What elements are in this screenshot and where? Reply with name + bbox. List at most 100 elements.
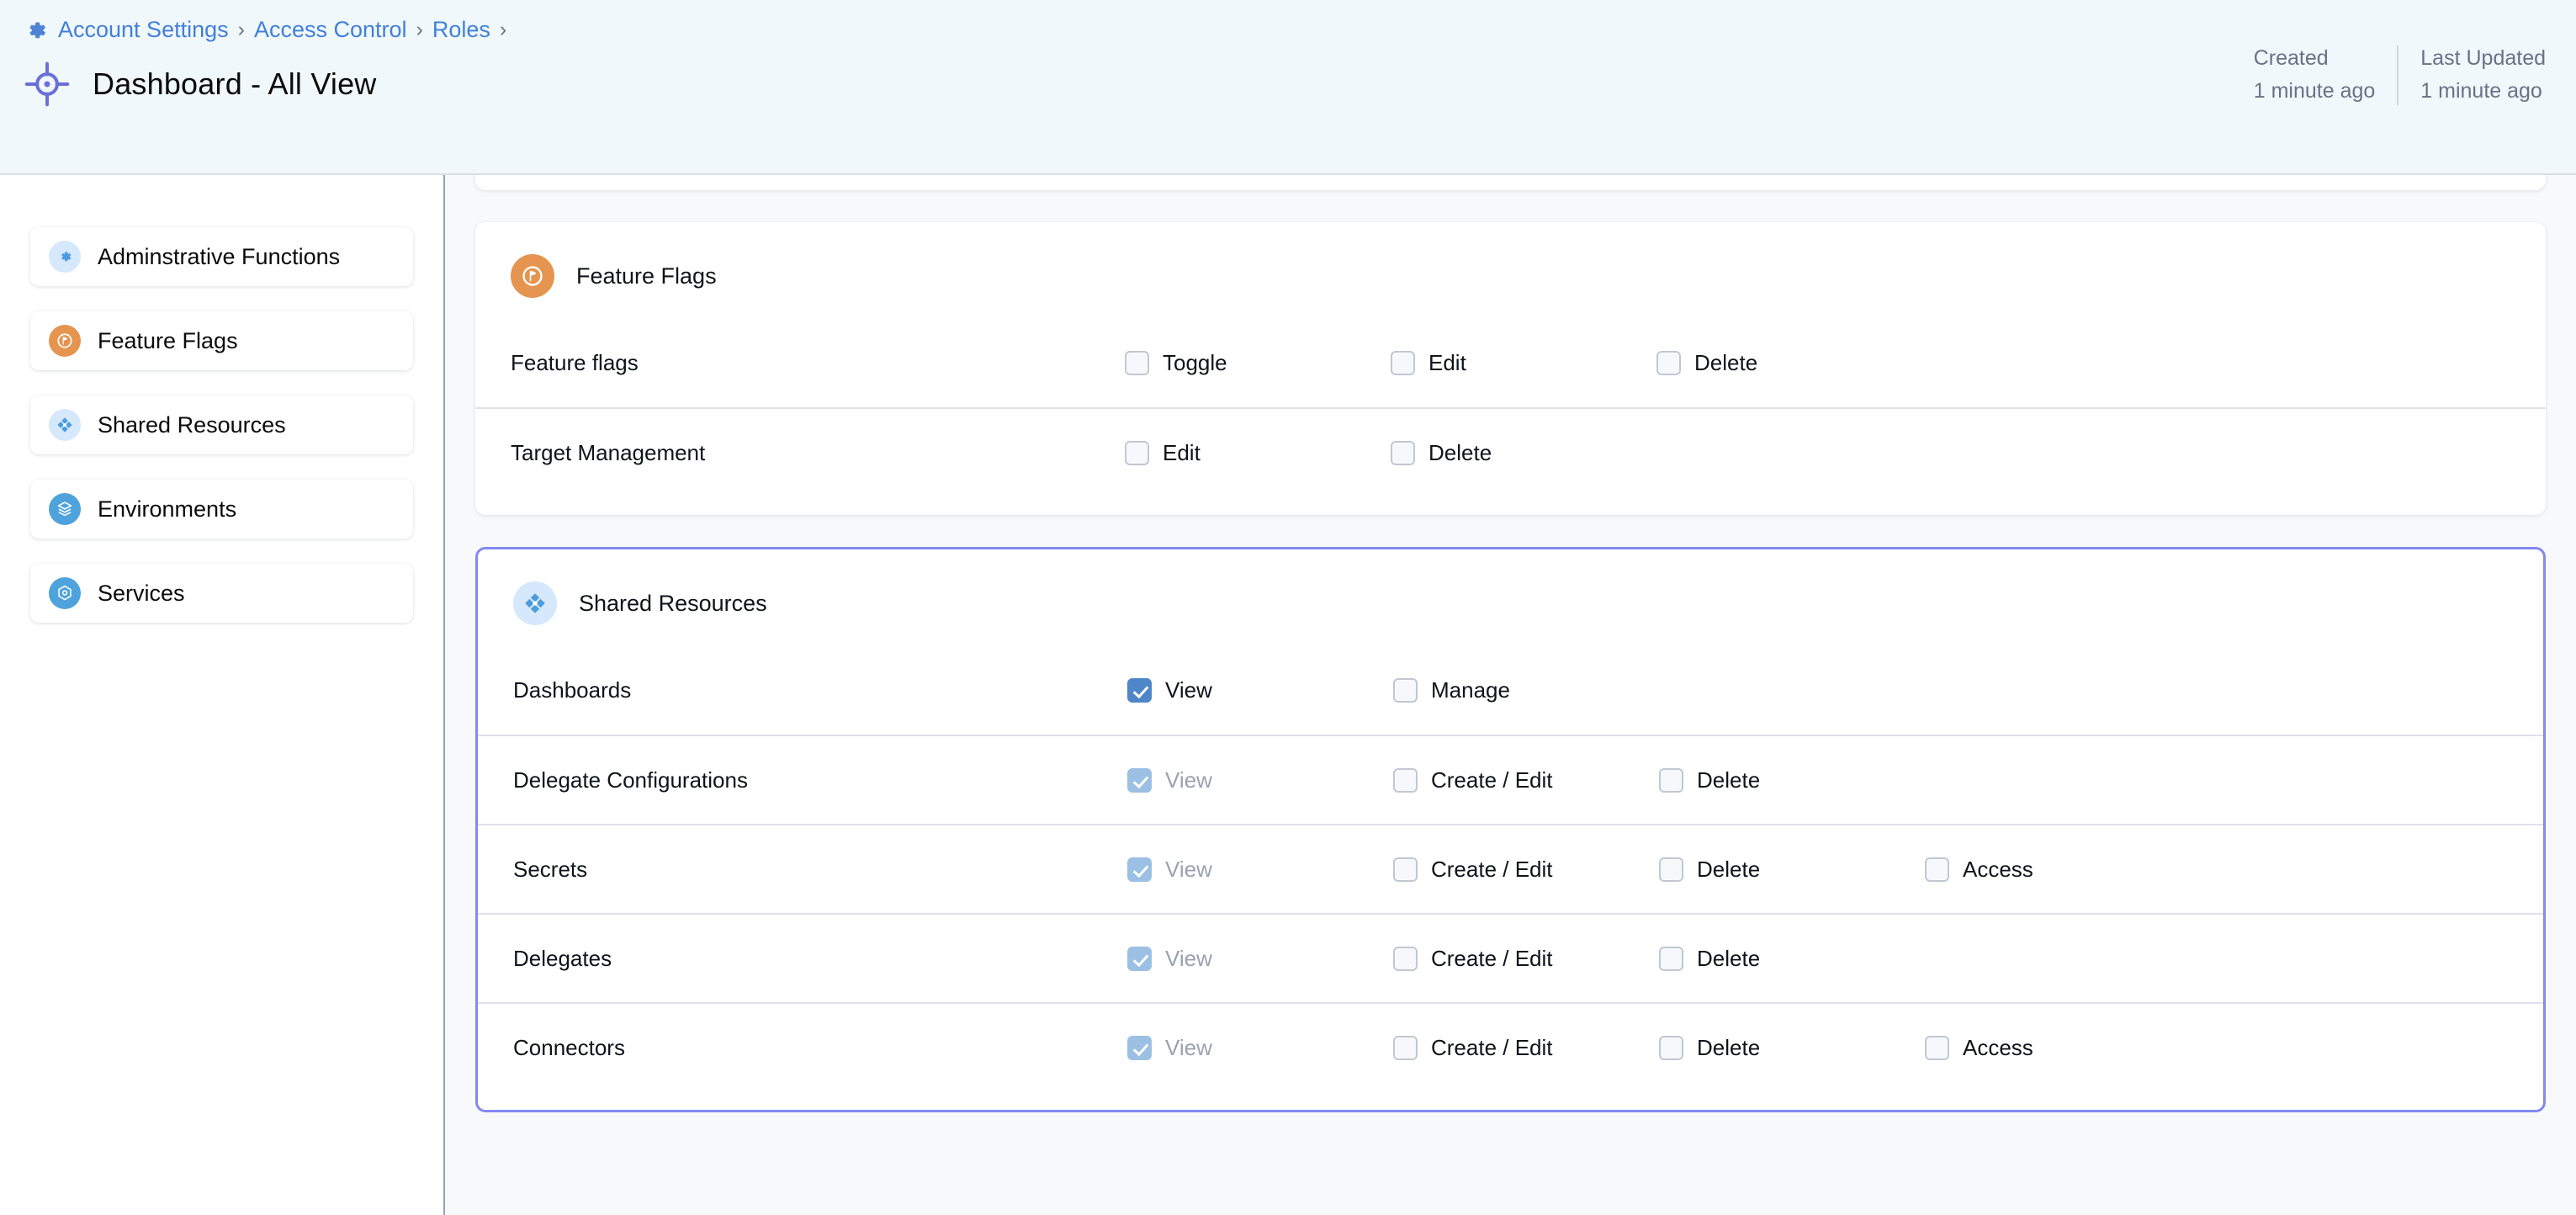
permission-cell: Edit <box>1391 350 1656 376</box>
permission-row: Dashboards View Manage <box>478 645 2543 735</box>
permission-columns: Edit Delete <box>1125 440 2510 466</box>
sidebar-item-environments[interactable]: Environments <box>30 480 413 539</box>
partial-card-above <box>475 175 2546 190</box>
checkbox-edit[interactable] <box>1125 440 1149 465</box>
breadcrumb-item-access-control[interactable]: Access Control <box>253 17 407 42</box>
permission-row: Secrets View Create / Edit Delete Access <box>478 824 2543 913</box>
body-wrap: Adminstrative Functions Feature Flags Shar… <box>0 175 2576 1215</box>
permission-cell: View <box>1127 767 1393 793</box>
flag-icon <box>511 254 554 298</box>
permission-columns: View Create / Edit Delete Access <box>1127 1035 2508 1061</box>
page-title-row: Dashboard - All View <box>24 61 377 108</box>
crosshair-target-icon <box>24 61 71 108</box>
checkbox-delete[interactable] <box>1391 440 1415 465</box>
checkbox-create-edit[interactable] <box>1393 1035 1418 1060</box>
breadcrumb-item-roles[interactable]: Roles <box>432 17 490 42</box>
sidebar-item-label: Services <box>98 580 185 606</box>
checkbox-label: Delete <box>1697 856 1761 882</box>
permission-cell: Delete <box>1391 440 1656 466</box>
checkbox-label: Toggle <box>1163 349 1227 375</box>
permission-columns: View Create / Edit Delete <box>1127 767 2508 793</box>
permission-resource-label: Dashboards <box>513 676 632 703</box>
permission-cell: Create / Edit <box>1393 946 1659 972</box>
sidebar-item-services[interactable]: Services <box>30 564 413 623</box>
last-updated-label: Last Updated <box>2420 46 2546 70</box>
checkbox-access[interactable] <box>1925 857 1949 882</box>
checkbox-label: Edit <box>1163 439 1201 465</box>
permission-card-shared-resources[interactable]: Shared Resources Dashboards View Manage Dele… <box>475 547 2546 1112</box>
checkbox-delete[interactable] <box>1659 767 1683 793</box>
permission-row: Connectors View Create / Edit Delete Access <box>478 1002 2543 1091</box>
checkbox-label: Delete <box>1697 767 1761 793</box>
checkbox-label: View <box>1165 676 1212 703</box>
permission-cell: View <box>1127 857 1393 883</box>
checkbox-label: View <box>1165 767 1212 793</box>
permission-row: Delegate Configurations View Create / Edit… <box>478 735 2543 824</box>
checkbox-view <box>1127 1035 1152 1060</box>
card-header: Feature Flags <box>475 222 2546 318</box>
checkbox-label: Create / Edit <box>1431 767 1553 793</box>
sidebar-item-label: Shared Resources <box>98 411 286 438</box>
checkbox-delete[interactable] <box>1659 857 1683 882</box>
last-updated-meta: Last Updated 1 minute ago <box>2398 45 2546 105</box>
checkbox-delete[interactable] <box>1659 1035 1683 1060</box>
permission-resource-label: Target Management <box>511 439 706 465</box>
created-meta: Created 1 minute ago <box>2254 45 2399 105</box>
breadcrumb-separator-icon: › <box>499 18 507 41</box>
permission-cell: Edit <box>1125 440 1391 466</box>
permission-cell: View <box>1127 677 1393 703</box>
permission-row: Target Management Edit Delete <box>475 407 2546 496</box>
permission-rows: Dashboards View Manage Delegate Configurati… <box>478 645 2543 1110</box>
header-meta: Created 1 minute ago Last Updated 1 minu… <box>2254 45 2546 105</box>
sidebar-item-shared-resources[interactable]: Shared Resources <box>30 395 413 454</box>
permission-rows: Feature flags Toggle Edit Delete Target Mana… <box>475 318 2546 515</box>
checkbox-view[interactable] <box>1127 677 1152 703</box>
permission-cell: Delete <box>1659 946 1925 972</box>
checkbox-access[interactable] <box>1925 1035 1949 1060</box>
checkbox-label: Create / Edit <box>1431 1034 1553 1060</box>
checkbox-delete[interactable] <box>1656 350 1681 375</box>
permission-resource-label: Delegates <box>513 945 612 971</box>
checkbox-label: Manage <box>1431 676 1510 703</box>
permission-cell: Delete <box>1659 1035 1925 1061</box>
sidebar-item-adminstrative-functions[interactable]: Adminstrative Functions <box>30 227 413 286</box>
sidebar-item-label: Adminstrative Functions <box>98 243 341 269</box>
checkbox-label: Delete <box>1697 1034 1761 1060</box>
checkbox-create-edit[interactable] <box>1393 857 1418 882</box>
permission-row: Feature flags Toggle Edit Delete <box>475 318 2546 407</box>
card-title: Shared Resources <box>579 590 767 616</box>
permission-columns: Toggle Edit Delete <box>1125 350 2510 376</box>
checkbox-create-edit[interactable] <box>1393 946 1418 971</box>
permission-resource-label: Connectors <box>513 1034 625 1060</box>
checkbox-label: View <box>1165 856 1212 882</box>
permission-cell: Create / Edit <box>1393 857 1659 883</box>
card-title: Feature Flags <box>576 263 717 289</box>
checkbox-label: Access <box>1963 856 2033 882</box>
breadcrumb-separator-icon: › <box>237 18 245 41</box>
sidebar-item-feature-flags[interactable]: Feature Flags <box>30 311 413 370</box>
breadcrumb-item-account-settings[interactable]: Account Settings <box>58 17 229 42</box>
permission-cell: View <box>1127 946 1393 972</box>
diamond-grid-icon <box>49 409 81 441</box>
card-header: Shared Resources <box>478 549 2543 645</box>
permission-resource-label: Feature flags <box>511 349 639 375</box>
diamond-grid-icon <box>513 581 557 625</box>
checkbox-label: Access <box>1963 1034 2033 1060</box>
page-header: Account Settings › Access Control › Role… <box>0 0 2576 175</box>
checkbox-label: Edit <box>1428 349 1466 375</box>
checkbox-toggle[interactable] <box>1125 350 1149 375</box>
checkbox-create-edit[interactable] <box>1393 767 1418 793</box>
hexagon-icon <box>49 577 81 609</box>
checkbox-label: Create / Edit <box>1431 945 1553 971</box>
permission-cell: View <box>1127 1035 1393 1061</box>
checkbox-label: Create / Edit <box>1431 856 1553 882</box>
sidebar: Adminstrative Functions Feature Flags Shar… <box>0 175 445 1215</box>
permission-card-feature-flags[interactable]: Feature Flags Feature flags Toggle Edit Dele… <box>475 222 2546 515</box>
permission-cell: Delete <box>1659 857 1925 883</box>
checkbox-manage[interactable] <box>1393 677 1418 703</box>
checkbox-edit[interactable] <box>1391 350 1415 375</box>
main-content: Feature Flags Feature flags Toggle Edit Dele… <box>445 175 2576 1215</box>
permission-cell: Toggle <box>1125 350 1391 376</box>
checkbox-delete[interactable] <box>1659 946 1683 971</box>
checkbox-label: Delete <box>1428 439 1492 465</box>
